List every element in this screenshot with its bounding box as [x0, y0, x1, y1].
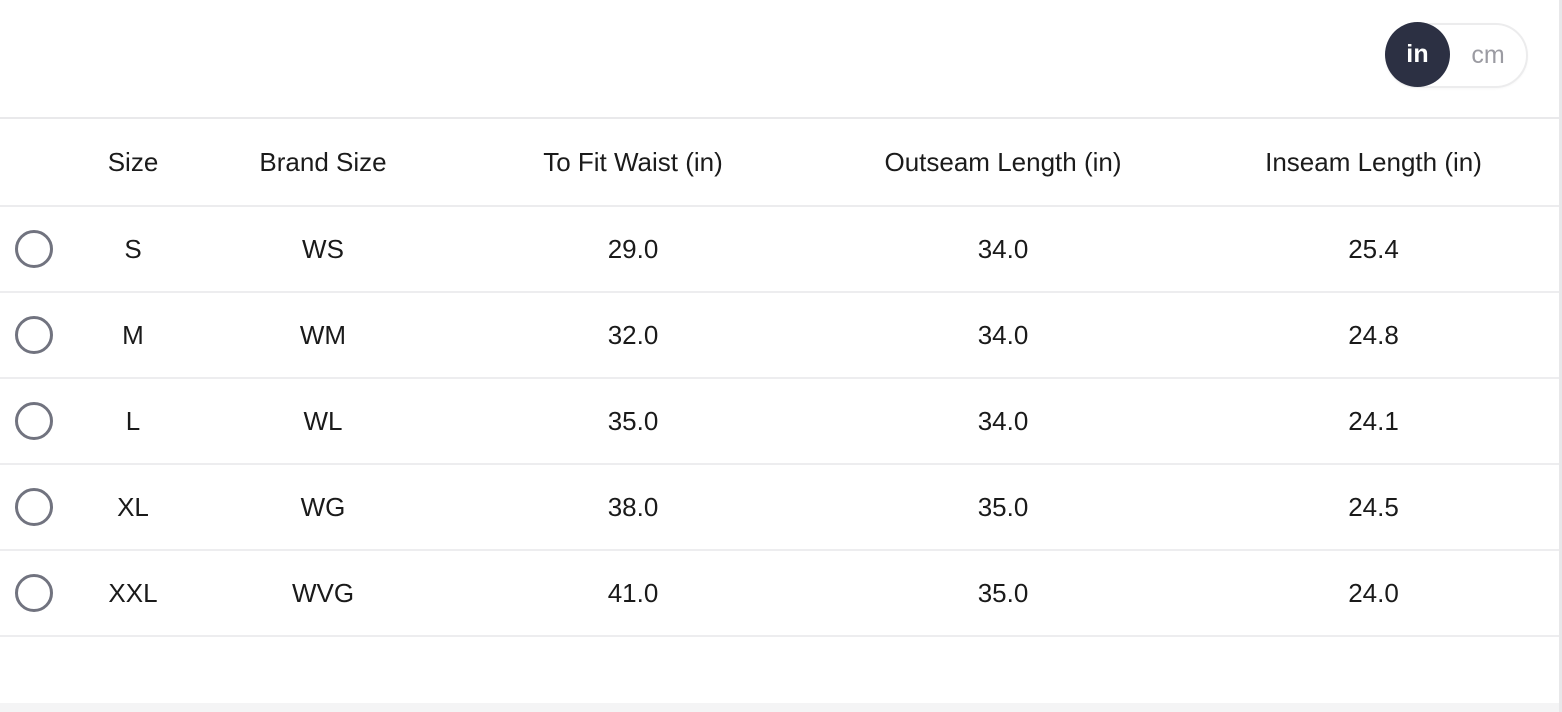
row-select-cell[interactable]	[0, 550, 68, 637]
cell-brand-size: WG	[198, 464, 448, 551]
row-select-cell[interactable]	[0, 292, 68, 379]
cell-inseam-length: 24.8	[1188, 292, 1559, 379]
unit-option-cm[interactable]: cm	[1471, 41, 1505, 69]
cell-brand-size: WVG	[198, 550, 448, 637]
table-body: S WS 29.0 34.0 25.4 M WM 32.0 34.0 24.8	[0, 206, 1559, 637]
unit-option-in[interactable]: in	[1385, 22, 1450, 87]
unit-toolbar: in cm	[0, 0, 1559, 119]
header-brand-size: Brand Size	[198, 119, 448, 207]
row-select-cell[interactable]	[0, 206, 68, 293]
radio-button-icon[interactable]	[15, 488, 53, 526]
table-row[interactable]: L WL 35.0 34.0 24.1	[0, 378, 1559, 465]
header-size: Size	[68, 119, 198, 207]
row-select-cell[interactable]	[0, 378, 68, 465]
table-row[interactable]: XL WG 38.0 35.0 24.5	[0, 464, 1559, 551]
header-row: Size Brand Size To Fit Waist (in) Outsea…	[0, 119, 1559, 207]
cell-to-fit-waist: 38.0	[448, 464, 818, 551]
cell-size: XXL	[68, 550, 198, 637]
cell-size: S	[68, 206, 198, 293]
cell-inseam-length: 25.4	[1188, 206, 1559, 293]
cell-brand-size: WM	[198, 292, 448, 379]
cell-outseam-length: 34.0	[818, 292, 1188, 379]
table-header: Size Brand Size To Fit Waist (in) Outsea…	[0, 119, 1559, 207]
header-to-fit-waist: To Fit Waist (in)	[448, 119, 818, 207]
cell-inseam-length: 24.0	[1188, 550, 1559, 637]
cell-to-fit-waist: 35.0	[448, 378, 818, 465]
cell-brand-size: WS	[198, 206, 448, 293]
cell-to-fit-waist: 41.0	[448, 550, 818, 637]
header-inseam-length: Inseam Length (in)	[1188, 119, 1559, 207]
size-chart-table: Size Brand Size To Fit Waist (in) Outsea…	[0, 119, 1559, 637]
radio-button-icon[interactable]	[15, 402, 53, 440]
unit-toggle[interactable]: in cm	[1385, 22, 1528, 88]
cell-to-fit-waist: 29.0	[448, 206, 818, 293]
cell-size: L	[68, 378, 198, 465]
table-row[interactable]: M WM 32.0 34.0 24.8	[0, 292, 1559, 379]
table-row[interactable]: S WS 29.0 34.0 25.4	[0, 206, 1559, 293]
cell-brand-size: WL	[198, 378, 448, 465]
cell-inseam-length: 24.1	[1188, 378, 1559, 465]
cell-size: XL	[68, 464, 198, 551]
bottom-divider-strip	[0, 703, 1559, 712]
radio-button-icon[interactable]	[15, 316, 53, 354]
row-select-cell[interactable]	[0, 464, 68, 551]
header-outseam-length: Outseam Length (in)	[818, 119, 1188, 207]
radio-button-icon[interactable]	[15, 230, 53, 268]
header-select	[0, 119, 68, 207]
table-row[interactable]: XXL WVG 41.0 35.0 24.0	[0, 550, 1559, 637]
cell-outseam-length: 34.0	[818, 378, 1188, 465]
cell-outseam-length: 35.0	[818, 550, 1188, 637]
cell-size: M	[68, 292, 198, 379]
cell-outseam-length: 35.0	[818, 464, 1188, 551]
cell-inseam-length: 24.5	[1188, 464, 1559, 551]
cell-to-fit-waist: 32.0	[448, 292, 818, 379]
cell-outseam-length: 34.0	[818, 206, 1188, 293]
radio-button-icon[interactable]	[15, 574, 53, 612]
